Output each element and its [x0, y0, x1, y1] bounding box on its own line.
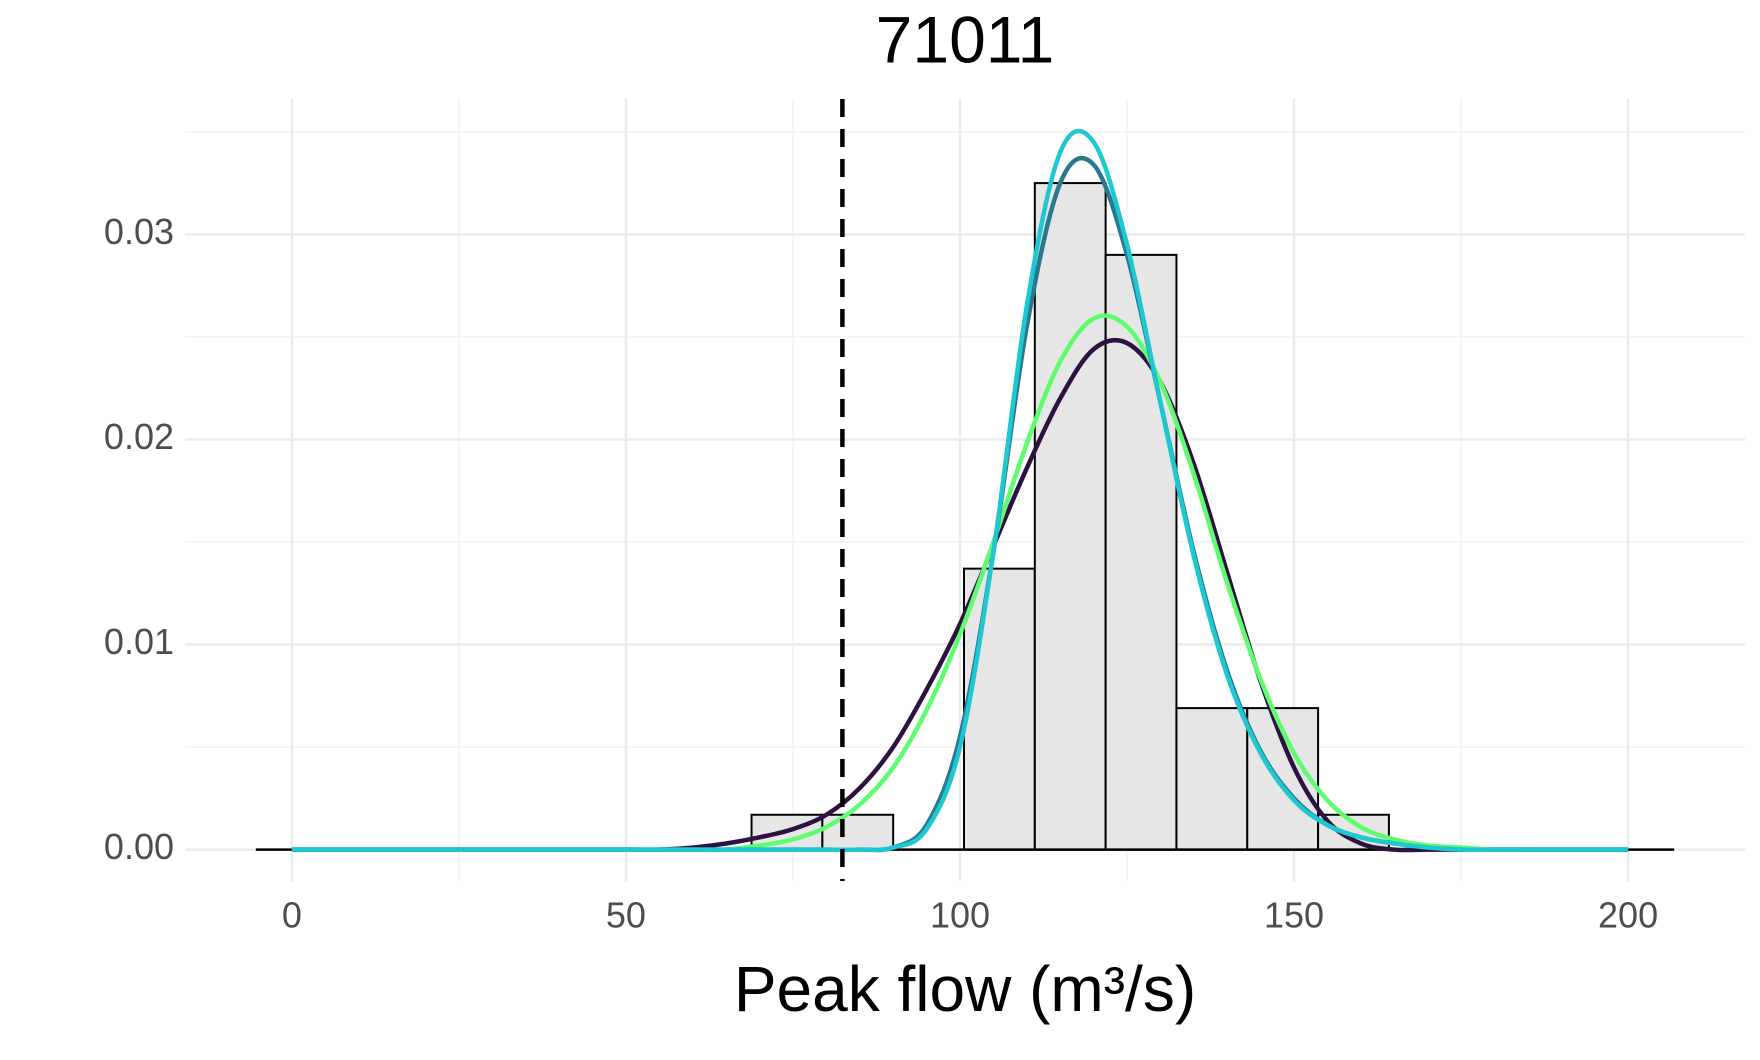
- bar: [1175, 707, 1249, 851]
- x-axis-title: Peak flow (m³/s): [734, 953, 1196, 1025]
- bar: [821, 813, 895, 851]
- x-tick-label: 0: [282, 895, 302, 936]
- y-tick-label: 0.03: [104, 211, 174, 252]
- y-tick-label: 0.01: [104, 621, 174, 662]
- bar: [1033, 182, 1107, 851]
- x-tick-label: 100: [930, 895, 990, 936]
- x-tick-label: 200: [1598, 895, 1658, 936]
- y-tick-label: 0.02: [104, 416, 174, 457]
- y-tick-label: 0.00: [104, 826, 174, 867]
- chart-title: 71011: [876, 2, 1055, 76]
- bar: [962, 567, 1036, 851]
- x-tick-label: 50: [606, 895, 646, 936]
- x-tick-label: 150: [1264, 895, 1324, 936]
- density-curve: [291, 128, 1629, 853]
